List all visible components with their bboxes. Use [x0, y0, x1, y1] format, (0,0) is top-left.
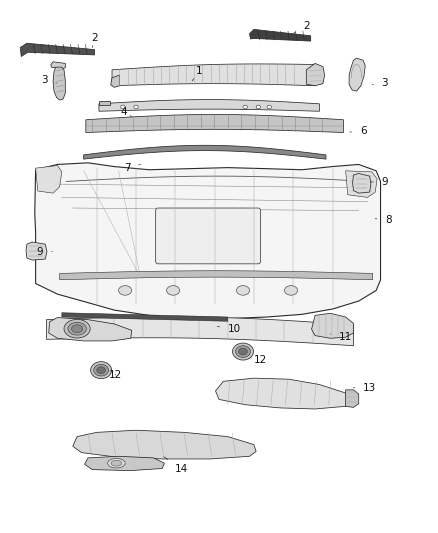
Polygon shape — [99, 100, 319, 111]
Ellipse shape — [256, 105, 261, 109]
Text: 12: 12 — [251, 355, 267, 365]
Ellipse shape — [119, 286, 132, 295]
Polygon shape — [99, 101, 110, 105]
Text: 3: 3 — [41, 76, 57, 85]
Polygon shape — [62, 313, 228, 321]
Ellipse shape — [108, 458, 125, 468]
Ellipse shape — [71, 325, 83, 333]
Text: 2: 2 — [293, 21, 310, 34]
Ellipse shape — [285, 286, 297, 295]
Text: 2: 2 — [91, 33, 98, 47]
Polygon shape — [215, 378, 350, 409]
Ellipse shape — [239, 348, 247, 355]
Ellipse shape — [233, 343, 254, 360]
Text: 13: 13 — [353, 383, 376, 393]
Ellipse shape — [68, 322, 86, 335]
Ellipse shape — [64, 319, 90, 338]
Polygon shape — [111, 75, 120, 87]
Polygon shape — [51, 62, 65, 69]
Text: 6: 6 — [350, 126, 367, 136]
Text: 9: 9 — [371, 177, 388, 187]
Text: 10: 10 — [217, 324, 241, 334]
Polygon shape — [349, 58, 365, 91]
Ellipse shape — [236, 346, 251, 358]
Ellipse shape — [111, 461, 122, 466]
Ellipse shape — [267, 105, 272, 109]
Polygon shape — [346, 171, 377, 197]
Polygon shape — [20, 43, 95, 56]
Ellipse shape — [237, 286, 250, 295]
Polygon shape — [35, 163, 381, 319]
Text: 12: 12 — [109, 370, 122, 380]
Text: 7: 7 — [124, 163, 141, 173]
Ellipse shape — [97, 367, 106, 374]
Ellipse shape — [91, 362, 112, 378]
Polygon shape — [35, 165, 62, 193]
Text: 1: 1 — [192, 66, 203, 81]
Polygon shape — [73, 430, 256, 459]
Polygon shape — [250, 29, 311, 41]
Text: 8: 8 — [375, 215, 392, 225]
Text: 11: 11 — [330, 332, 352, 342]
Ellipse shape — [94, 365, 109, 376]
Text: 9: 9 — [37, 247, 52, 256]
Ellipse shape — [166, 286, 180, 295]
Polygon shape — [49, 318, 132, 341]
Polygon shape — [311, 313, 353, 338]
Ellipse shape — [243, 105, 247, 109]
Polygon shape — [26, 242, 47, 260]
Text: 14: 14 — [164, 457, 188, 473]
Polygon shape — [46, 317, 353, 346]
Polygon shape — [60, 271, 373, 280]
Polygon shape — [353, 173, 371, 193]
Text: 3: 3 — [372, 78, 388, 88]
Polygon shape — [85, 456, 164, 471]
Ellipse shape — [134, 105, 138, 109]
Polygon shape — [306, 63, 325, 86]
Ellipse shape — [121, 105, 125, 109]
Polygon shape — [346, 390, 359, 407]
Polygon shape — [86, 115, 343, 133]
Text: 4: 4 — [120, 107, 132, 117]
Polygon shape — [53, 67, 65, 100]
FancyBboxPatch shape — [155, 208, 261, 264]
Polygon shape — [84, 146, 326, 159]
Polygon shape — [112, 64, 315, 86]
